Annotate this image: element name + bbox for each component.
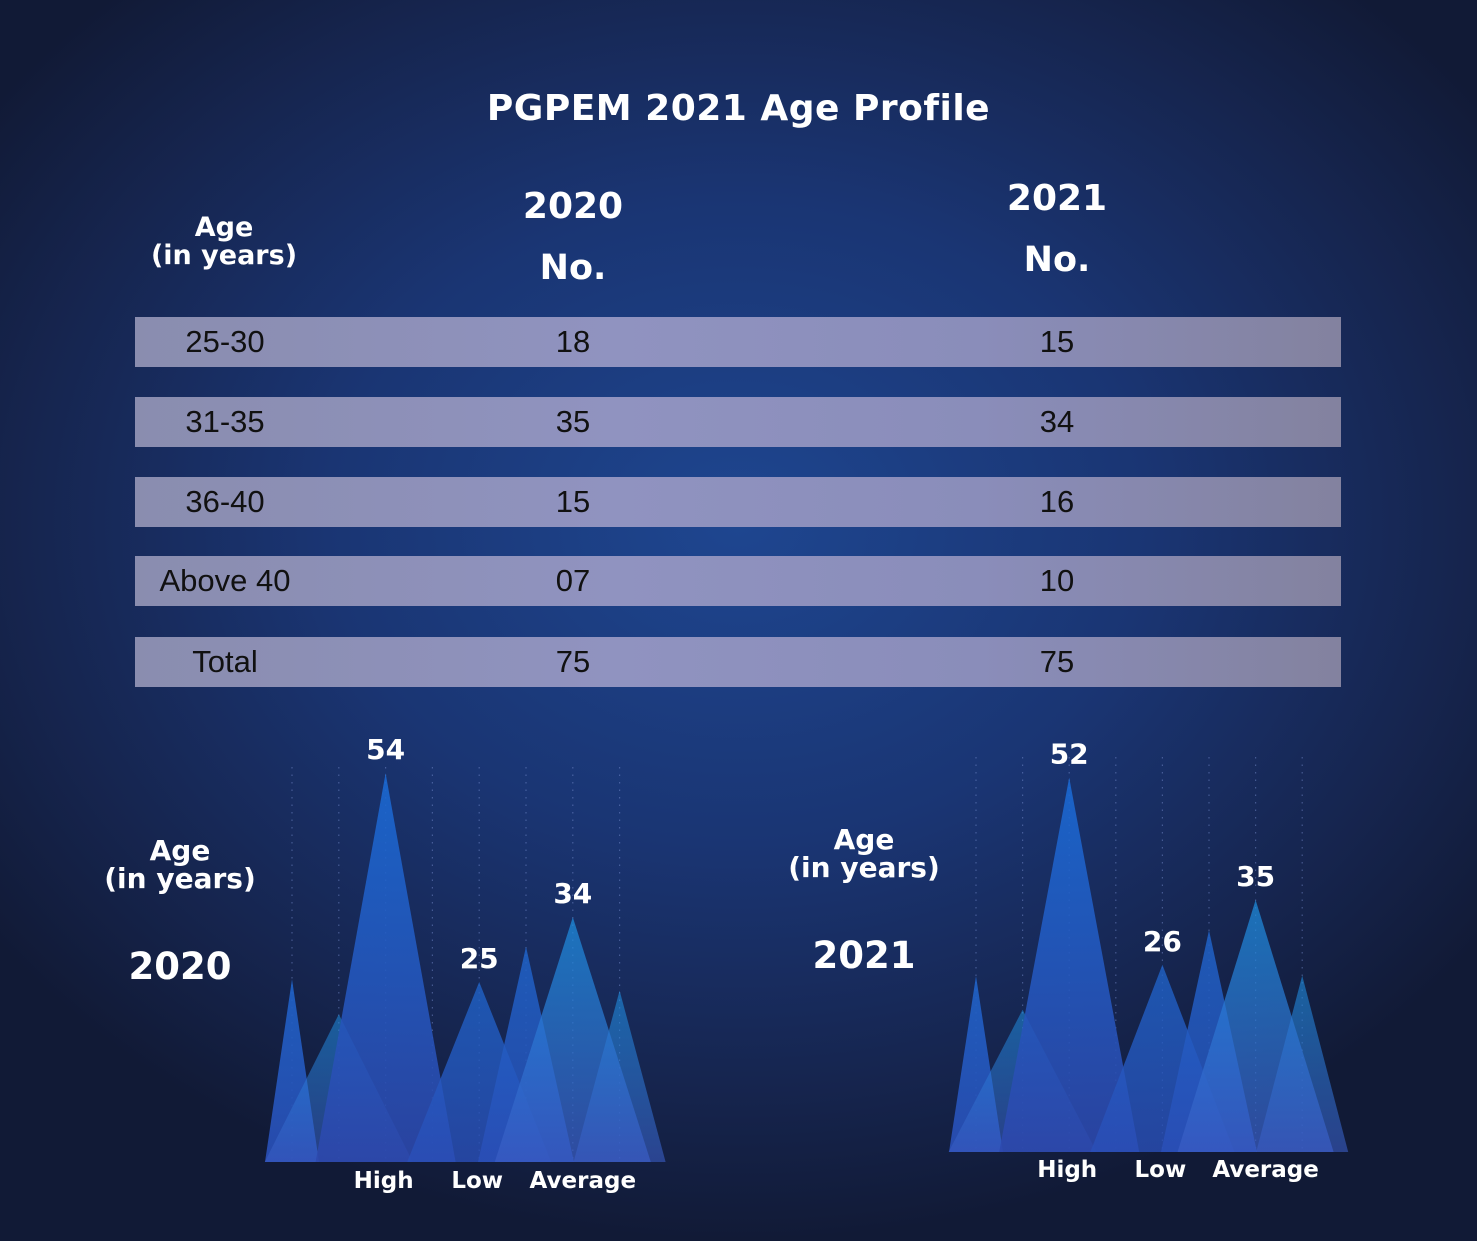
data-label: 35 (1236, 860, 1275, 893)
chart-2020-label-line1: Age (149, 834, 211, 867)
value-2020-cell: 15 (555, 484, 591, 519)
column-2021-year: 2021 (1006, 178, 1108, 219)
page-title: PGPEM 2021 Age Profile (486, 88, 991, 129)
value-2021-cell: 34 (1039, 404, 1075, 439)
data-label: 34 (553, 877, 592, 910)
chart-2021-axis-label: Age (in years) (764, 826, 964, 882)
data-label: 54 (366, 733, 405, 766)
category-label: High (354, 1168, 414, 1194)
peak-high (999, 777, 1140, 1152)
peak-average (1177, 900, 1334, 1152)
chart-2020-label-line2: (in years) (104, 862, 256, 895)
column-2020-sub: No. (539, 248, 607, 288)
table-row: Above 40 07 10 (135, 556, 1341, 606)
category-label: High (1037, 1157, 1097, 1183)
chart-2020-axis-label: Age (in years) (80, 837, 280, 893)
value-2021-cell: 10 (1039, 563, 1075, 598)
age-cell: 36-40 (185, 484, 265, 519)
value-2020-cell: 07 (555, 563, 591, 598)
age-column-header: Age (in years) (124, 214, 324, 270)
chart-2020-year: 2020 (128, 945, 232, 988)
column-2020-year: 2020 (522, 186, 624, 227)
peak-high (315, 773, 456, 1162)
value-2020-cell: 35 (555, 404, 591, 439)
category-label: Average (1212, 1157, 1319, 1183)
value-2021-cell: 16 (1039, 484, 1075, 519)
age-cell: 31-35 (185, 404, 265, 439)
age-cell: Total (192, 644, 258, 679)
table-row: Total 75 75 (135, 637, 1341, 687)
value-2020-cell: 18 (555, 324, 591, 359)
category-label: Low (1135, 1157, 1187, 1183)
value-2021-cell: 75 (1039, 644, 1075, 679)
column-2021-sub: No. (1023, 240, 1091, 280)
value-2021-cell: 15 (1039, 324, 1075, 359)
table-row: 31-35 35 34 (135, 397, 1341, 447)
data-label: 25 (460, 942, 499, 975)
age-header-line2: (in years) (150, 240, 298, 271)
chart-2021-label-line2: (in years) (788, 851, 940, 884)
data-label: 52 (1050, 738, 1089, 771)
chart-2021-label-line1: Age (833, 823, 895, 856)
age-cell: Above 40 (159, 563, 291, 598)
peak-average (494, 917, 651, 1162)
table-row: 25-30 18 15 (135, 317, 1341, 367)
category-label: Average (530, 1168, 637, 1194)
category-label: Low (451, 1168, 503, 1194)
table-row: 36-40 15 16 (135, 477, 1341, 527)
age-cell: 25-30 (185, 324, 265, 359)
chart-2021-year: 2021 (812, 934, 916, 977)
age-header-line1: Age (194, 212, 254, 243)
value-2020-cell: 75 (555, 644, 591, 679)
data-label: 26 (1143, 925, 1182, 958)
